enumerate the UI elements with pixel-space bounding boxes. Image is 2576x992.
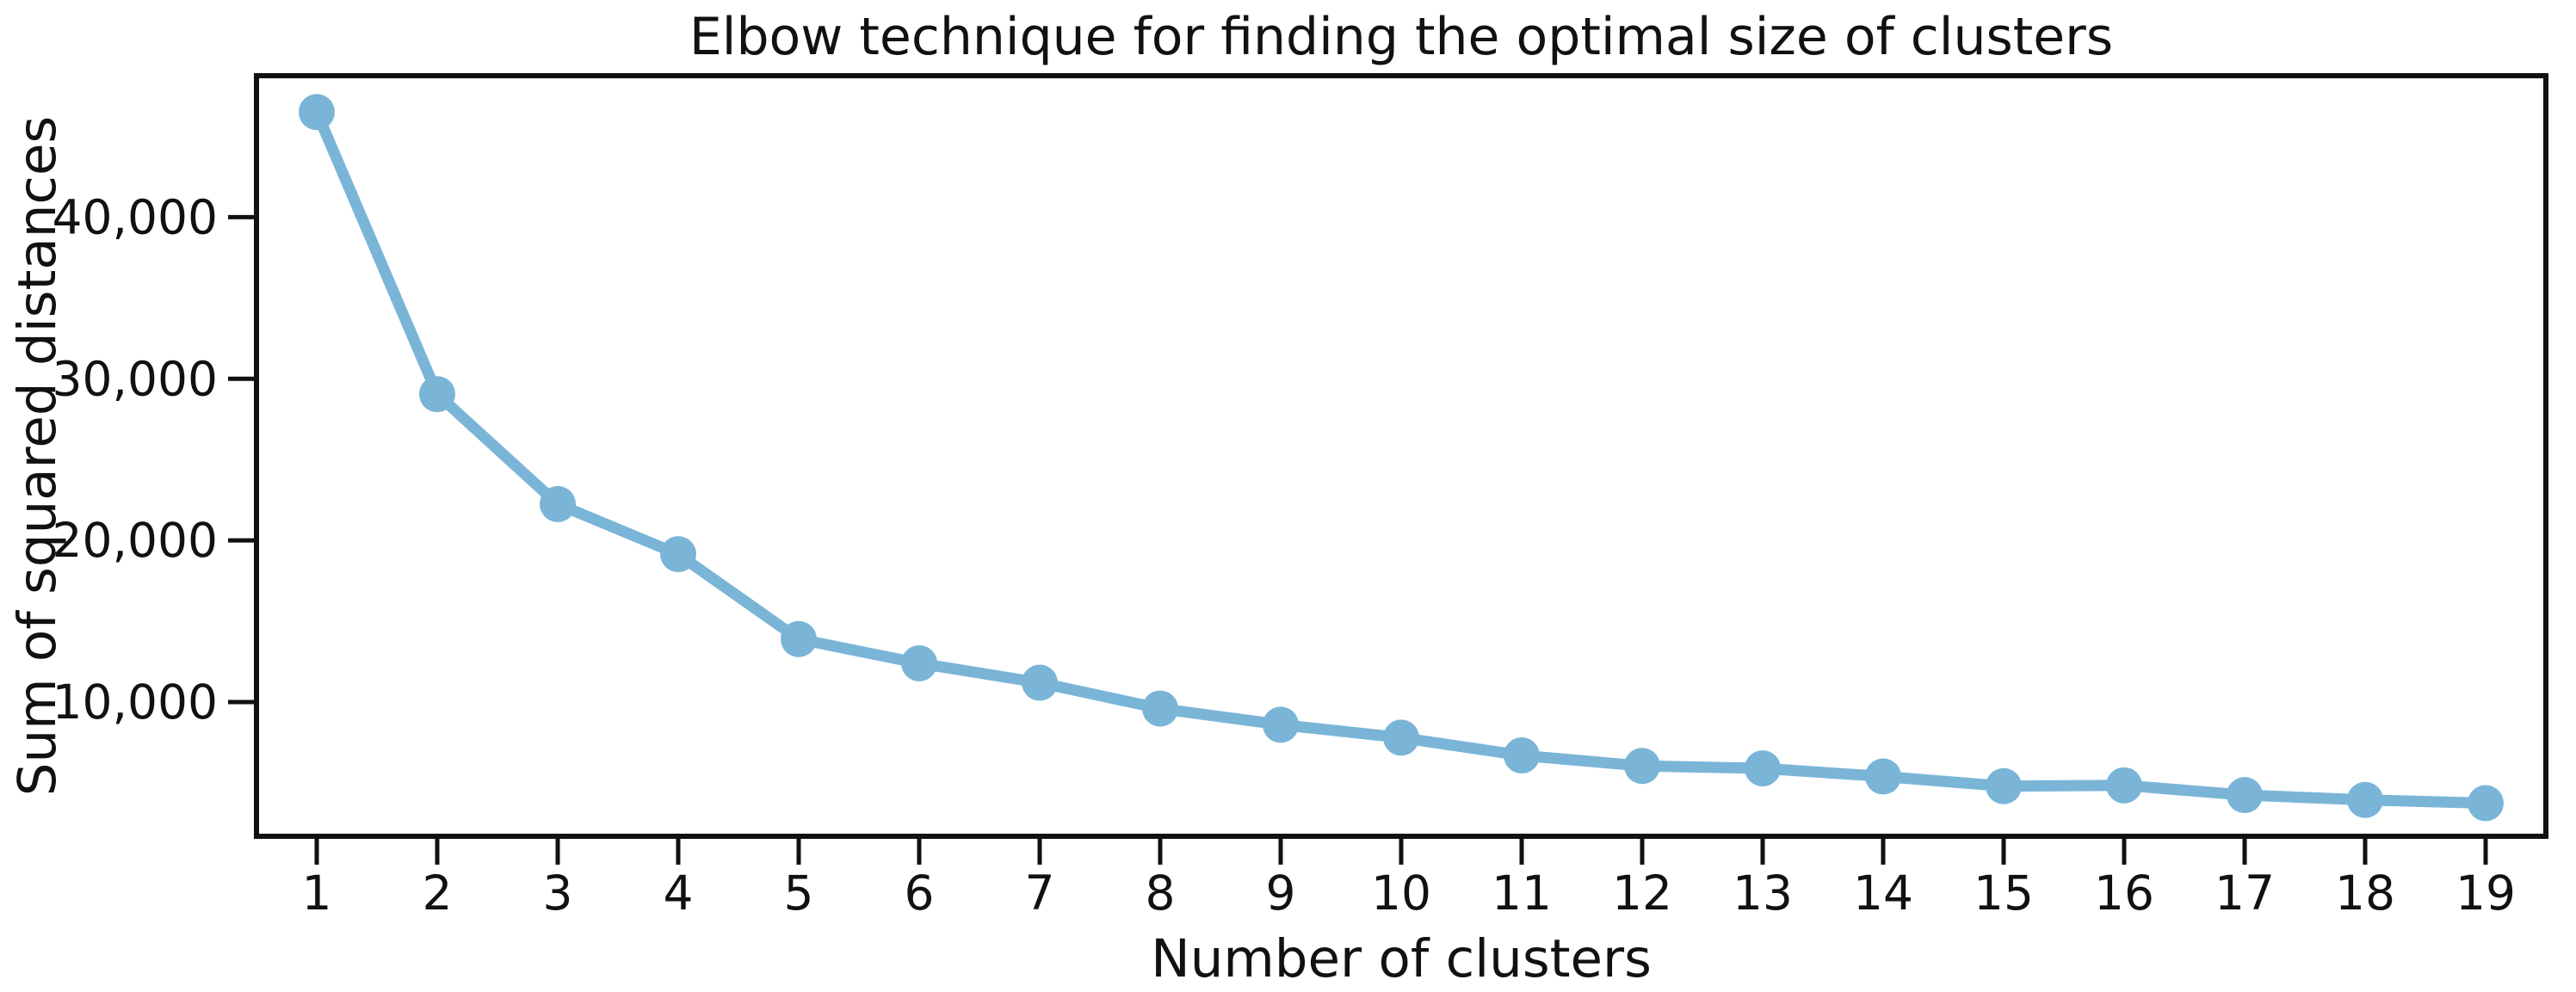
data-point [660, 536, 696, 573]
y-tick-label: 30,000 [53, 351, 218, 406]
data-point [1624, 748, 1660, 785]
x-tick-label: 13 [1733, 866, 1793, 921]
x-tick-label: 18 [2335, 866, 2395, 921]
data-point [1504, 737, 1540, 774]
x-tick-label: 1 [302, 866, 332, 921]
x-tick-label: 11 [1492, 866, 1552, 921]
x-tick-label: 14 [1853, 866, 1913, 921]
x-tick-label: 4 [664, 866, 694, 921]
x-tick-label: 12 [1612, 866, 1672, 921]
data-point [1986, 767, 2022, 804]
data-point [2347, 781, 2383, 818]
y-tick-label: 40,000 [53, 189, 218, 244]
data-point [1263, 706, 1299, 743]
x-tick-label: 5 [784, 866, 814, 921]
x-tick-label: 10 [1371, 866, 1431, 921]
plot-area [256, 76, 2546, 836]
x-tick-label: 7 [1025, 866, 1055, 921]
data-point [2227, 777, 2263, 814]
data-point [781, 620, 817, 657]
x-tick-label: 2 [423, 866, 453, 921]
y-tick-label: 20,000 [53, 513, 218, 568]
data-point [901, 644, 937, 681]
y-tick-label: 10,000 [53, 675, 218, 730]
axes-spines [254, 73, 2548, 839]
x-tick-label: 9 [1266, 866, 1296, 921]
series-layer [299, 94, 2504, 822]
data-point [540, 485, 576, 522]
data-point [299, 94, 335, 131]
data-point [1383, 719, 1419, 756]
x-tick-label: 15 [1974, 866, 2034, 921]
x-tick-label: 3 [543, 866, 573, 921]
x-axis-label: Number of clusters [1151, 928, 1652, 989]
data-point [1745, 750, 1781, 787]
data-point [2106, 767, 2142, 804]
data-point [1142, 690, 1178, 727]
chart-title: Elbow technique for finding the optimal … [689, 7, 2113, 67]
x-tick-label: 17 [2215, 866, 2275, 921]
x-tick-label: 8 [1146, 866, 1176, 921]
data-point [419, 376, 455, 413]
x-tick-label: 19 [2456, 866, 2516, 921]
data-point [1865, 758, 1901, 795]
y-axis-label: Sum of squared distances [7, 116, 68, 797]
data-point [1022, 664, 1058, 701]
data-point [2468, 785, 2504, 822]
x-tick-label: 6 [905, 866, 935, 921]
x-tick-label: 16 [2094, 866, 2154, 921]
axes-layer: 1 2 3 4 5 6 7 8 9 10 11 12 13 14 15 16 17 18 1910,00020,00… [53, 189, 2516, 921]
